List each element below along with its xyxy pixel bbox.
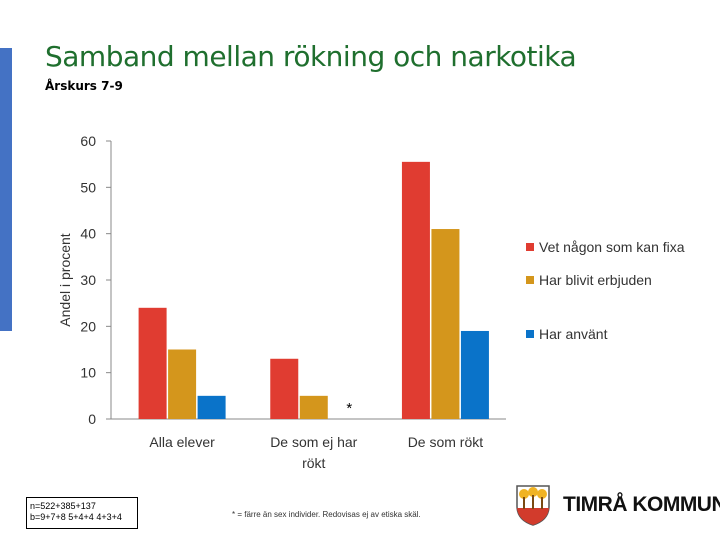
y-tick-label: 0 <box>88 411 96 427</box>
slide-subtitle: Årskurs 7-9 <box>45 79 123 93</box>
bar <box>138 307 167 419</box>
legend-item-erbjuden: Har blivit erbjuden <box>526 270 706 291</box>
accent-bar <box>0 48 12 331</box>
bar <box>197 395 226 419</box>
footnote: * = färre än sex individer. Redovisas ej… <box>232 510 421 519</box>
category-label: De som rökt <box>408 434 484 450</box>
sample-size-line-1: n=522+385+137 <box>30 501 96 511</box>
legend-label-erbjuden: Har blivit erbjuden <box>539 272 652 288</box>
legend-swatch-erbjuden <box>526 276 534 284</box>
slide-title: Samband mellan rökning och narkotika <box>45 40 577 73</box>
y-tick-label: 30 <box>80 272 96 288</box>
y-tick-label: 40 <box>80 226 96 242</box>
bar <box>401 161 430 419</box>
legend-swatch-fixa <box>526 243 534 251</box>
legend-label-anvant: Har använt <box>539 326 608 342</box>
bar <box>270 358 299 419</box>
bar <box>431 229 460 419</box>
bar <box>168 349 197 419</box>
timra-kommun-logo: TIMRÅ KOMMUN <box>515 484 720 526</box>
category-label: Alla elever <box>149 434 215 450</box>
legend-item-fixa: Vet någon som kan fixa <box>526 237 706 258</box>
category-label: De som ej har <box>270 434 357 450</box>
bar <box>299 395 328 419</box>
chart-legend: Vet någon som kan fixa Har blivit erbjud… <box>526 237 706 345</box>
y-tick-label: 20 <box>80 318 96 334</box>
logo-text: TIMRÅ KOMMUN <box>563 493 720 516</box>
y-tick-label: 60 <box>80 133 96 149</box>
y-tick-label: 50 <box>80 179 96 195</box>
y-tick-label: 10 <box>80 365 96 381</box>
coat-of-arms-icon <box>516 485 550 526</box>
legend-item-anvant: Har använt <box>526 324 706 345</box>
bar <box>460 330 489 419</box>
legend-swatch-anvant <box>526 330 534 338</box>
category-label: rökt <box>302 455 325 471</box>
sample-size-note: n=522+385+137 b=9+7+8 5+4+4 4+3+4 <box>26 497 138 529</box>
suppressed-value-asterisk: * <box>346 400 352 417</box>
sample-size-line-2: b=9+7+8 5+4+4 4+3+4 <box>30 512 122 522</box>
legend-label-fixa: Vet någon som kan fixa <box>539 239 685 255</box>
y-axis-title: Andel i procent <box>57 233 73 327</box>
